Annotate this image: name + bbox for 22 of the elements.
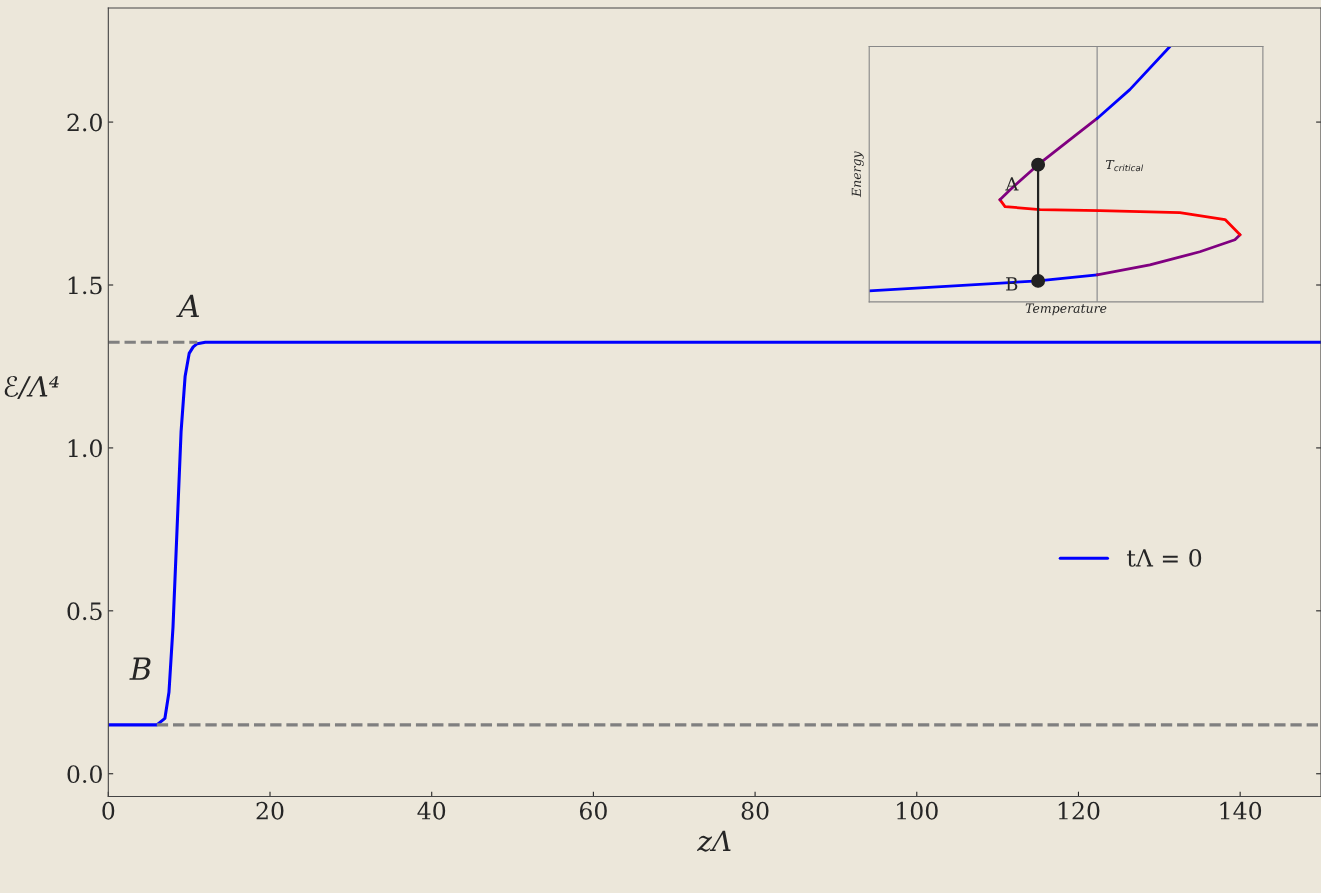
x-tick-label: 80 — [741, 801, 769, 820]
y-tick-label: 0.0 — [67, 765, 102, 784]
x-tick-label: 0 — [102, 801, 115, 820]
y-tick-label: 1.0 — [68, 439, 102, 458]
y-tick-label: 1.5 — [68, 276, 102, 295]
annotation: A — [176, 294, 200, 318]
y-axis-title: ℰ/Λ⁴ — [4, 375, 59, 400]
x-tick-label: 120 — [1058, 801, 1100, 820]
y-tick-label: 2.0 — [67, 113, 102, 132]
y-tick-label: 0.5 — [67, 602, 102, 621]
legend-label: tΛ = 0 — [1127, 548, 1202, 567]
x-tick-label: 100 — [897, 801, 938, 820]
line-series — [108, 340, 1321, 727]
x-axis-title: zΛ — [697, 830, 731, 852]
x-tick-label: 140 — [1220, 801, 1262, 820]
x-tick-label: 60 — [579, 801, 607, 820]
text: Temperature — [1025, 303, 1107, 316]
annotation: T$_{critical}$ — [1106, 159, 1144, 172]
x-tick-label: 20 — [256, 801, 284, 820]
annotation: B — [129, 657, 151, 680]
text: Energy — [851, 151, 864, 198]
x-tick-label: 40 — [417, 801, 446, 820]
